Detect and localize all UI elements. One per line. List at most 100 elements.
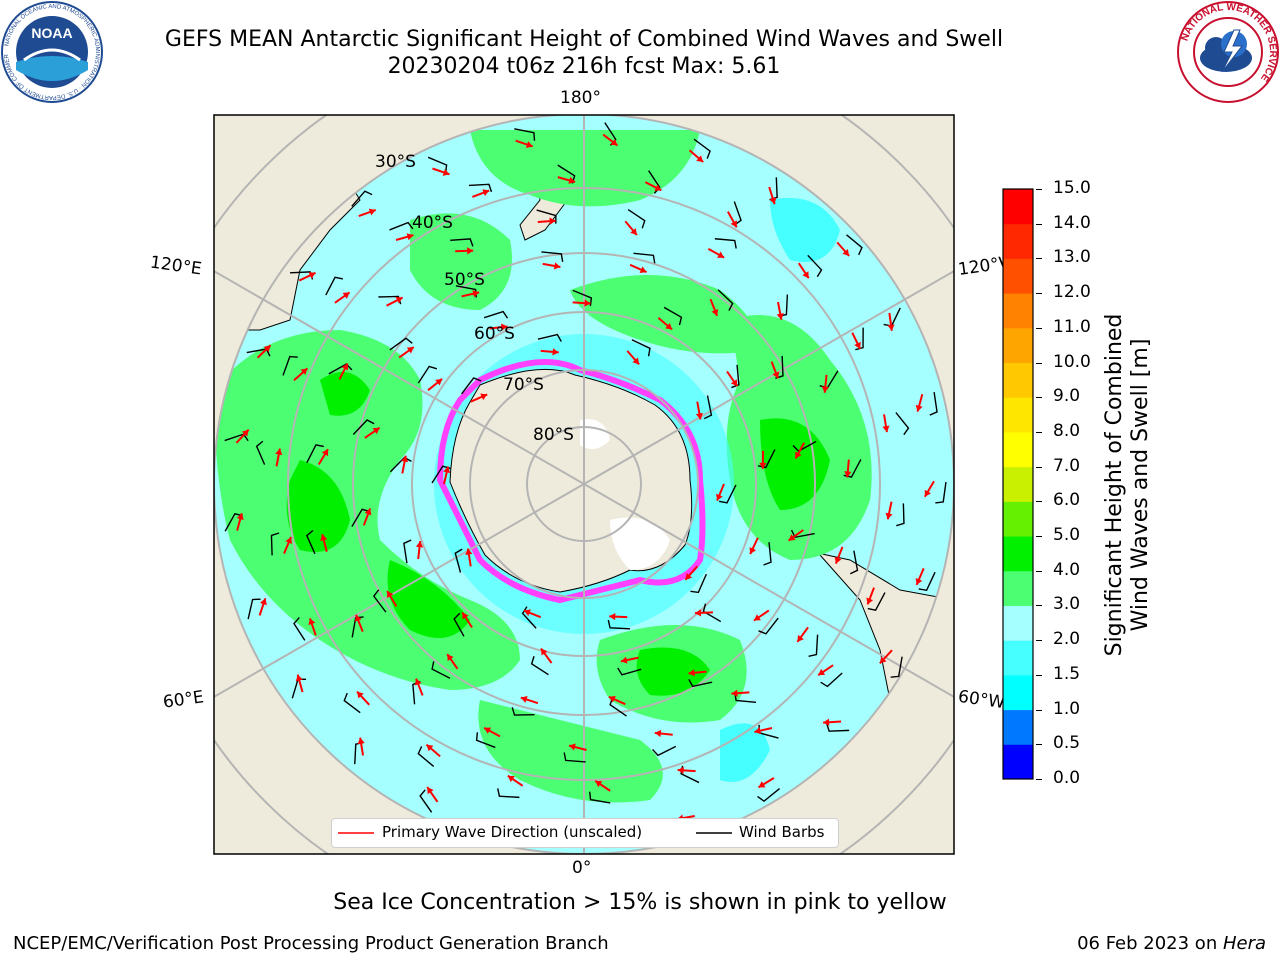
wave-arrow-head bbox=[730, 220, 737, 228]
colorbar-tick-label: 8.0 bbox=[1053, 420, 1081, 441]
wind-barb bbox=[688, 678, 713, 688]
colorbar-segment bbox=[1003, 431, 1033, 468]
wave-arrow-head bbox=[443, 466, 451, 474]
wave-arrow-head bbox=[507, 775, 515, 783]
wind-barb bbox=[563, 752, 586, 763]
wind-barb bbox=[757, 788, 781, 803]
wave-arrow-head bbox=[415, 541, 424, 548]
colorbar-segment bbox=[1003, 570, 1033, 606]
wave-arrow-head bbox=[716, 493, 723, 501]
map-legend: Primary Wave Direction (unscaled) Wind B… bbox=[331, 818, 839, 848]
colorbar-segment bbox=[1003, 223, 1033, 259]
wind-barb bbox=[714, 238, 737, 249]
lon-label-0: 0° bbox=[572, 858, 592, 878]
wave-arrow-head bbox=[275, 448, 283, 456]
wind-barb bbox=[454, 548, 463, 573]
wind-barb bbox=[627, 208, 646, 229]
wind-barb bbox=[343, 692, 361, 714]
wave-arrow-head bbox=[754, 727, 762, 735]
wave-arrow-head bbox=[501, 323, 508, 331]
wave-arrow-head bbox=[482, 189, 490, 197]
wave-arrow-head bbox=[887, 324, 895, 331]
wave-arrow-head bbox=[472, 290, 480, 298]
wave-arrow-head bbox=[717, 251, 725, 258]
wave-arrow-head bbox=[584, 299, 591, 307]
wave-arrow-head bbox=[465, 548, 473, 555]
wave-arrow-head bbox=[758, 781, 766, 788]
wave-arrow-head bbox=[639, 266, 647, 273]
wind-barb bbox=[306, 444, 324, 464]
wind-barb bbox=[468, 183, 493, 193]
colorbar-tick-mark bbox=[1036, 431, 1042, 433]
colorbar bbox=[1002, 188, 1034, 780]
wind-barb bbox=[890, 656, 903, 678]
chart-title: GEFS MEAN Antarctic Significant Height o… bbox=[164, 27, 1004, 52]
wind-barb bbox=[826, 723, 850, 732]
wind-barb bbox=[282, 355, 298, 376]
wave-arrow-head bbox=[320, 534, 328, 541]
colorbar-segment bbox=[1003, 536, 1033, 572]
wave-arrow-head bbox=[772, 371, 780, 379]
wind-barb bbox=[820, 672, 843, 688]
wind-barb bbox=[703, 395, 713, 420]
wind-barb bbox=[270, 532, 280, 556]
wave-arrow-head bbox=[695, 412, 703, 420]
wind-barb bbox=[450, 238, 474, 247]
wave-arrow-head bbox=[802, 271, 809, 279]
colorbar-segment bbox=[1003, 189, 1033, 225]
wave-arrow-head bbox=[632, 357, 640, 365]
wave-arrow-head bbox=[484, 727, 492, 734]
wave-arrow-head bbox=[854, 341, 861, 349]
wave-arrow-head bbox=[260, 598, 267, 606]
wave-arrow-head bbox=[610, 138, 618, 146]
wave-arrow-head bbox=[915, 404, 923, 412]
wave-arrow-head bbox=[395, 297, 403, 304]
wave-arrow-head bbox=[795, 451, 802, 459]
colorbar-tick-label: 0.5 bbox=[1053, 733, 1081, 754]
wave-arrow-head bbox=[354, 614, 362, 622]
colorbar-tick-label: 13.0 bbox=[1053, 247, 1091, 268]
wave-arrow-head bbox=[788, 534, 796, 541]
wave-arrow-head bbox=[285, 537, 293, 545]
wave-arrow-head bbox=[924, 489, 931, 497]
colorbar-tick-mark bbox=[1036, 397, 1042, 399]
nws-logo: NATIONAL WEATHER SERVICE bbox=[1176, 0, 1280, 108]
sea-ice-note: Sea Ice Concentration > 15% is shown in … bbox=[333, 890, 947, 915]
colorbar-tick-mark bbox=[1036, 709, 1042, 711]
wave-arrow-head bbox=[525, 141, 533, 148]
wind-barb bbox=[693, 138, 711, 159]
wind-barb bbox=[758, 617, 779, 635]
wind-barb bbox=[372, 589, 387, 613]
wave-arrow-head bbox=[654, 729, 662, 738]
wave-arrow-head bbox=[541, 648, 548, 656]
wind-barb bbox=[895, 412, 910, 436]
wind-barb bbox=[475, 732, 496, 749]
lat-label-80s: 80°S bbox=[533, 425, 574, 445]
wind-barb bbox=[790, 529, 815, 539]
colorbar-tick-label: 11.0 bbox=[1053, 316, 1091, 337]
colorbar-tick-mark bbox=[1036, 189, 1042, 190]
wave-arrow-head bbox=[406, 347, 414, 354]
wind-barb bbox=[807, 254, 823, 278]
lon-label-180: 180° bbox=[560, 88, 601, 108]
sea-ice-ring bbox=[436, 359, 706, 604]
wave-arrow-head bbox=[654, 184, 662, 191]
colorbar-tick-mark bbox=[1036, 779, 1042, 780]
wave-arrow-head bbox=[842, 249, 850, 256]
colorbar-segment bbox=[1003, 397, 1033, 433]
wave-arrow-head bbox=[818, 668, 826, 676]
colorbar-segment bbox=[1003, 293, 1033, 329]
colorbar-tick-mark bbox=[1036, 674, 1042, 676]
wave-arrow-head bbox=[823, 718, 830, 726]
colorbar-tick-label: 10.0 bbox=[1053, 351, 1091, 372]
wind-barb bbox=[935, 481, 947, 504]
colorbar-segment bbox=[1003, 709, 1033, 745]
wind-barb bbox=[918, 571, 936, 592]
wave-arrow-head bbox=[372, 427, 380, 435]
wave-arrow-head bbox=[435, 378, 443, 386]
wave-arrow-head bbox=[711, 308, 719, 316]
wind-barb bbox=[431, 661, 451, 679]
colorbar-tick-label: 2.0 bbox=[1053, 629, 1081, 650]
wave-arrow-head bbox=[520, 696, 528, 703]
